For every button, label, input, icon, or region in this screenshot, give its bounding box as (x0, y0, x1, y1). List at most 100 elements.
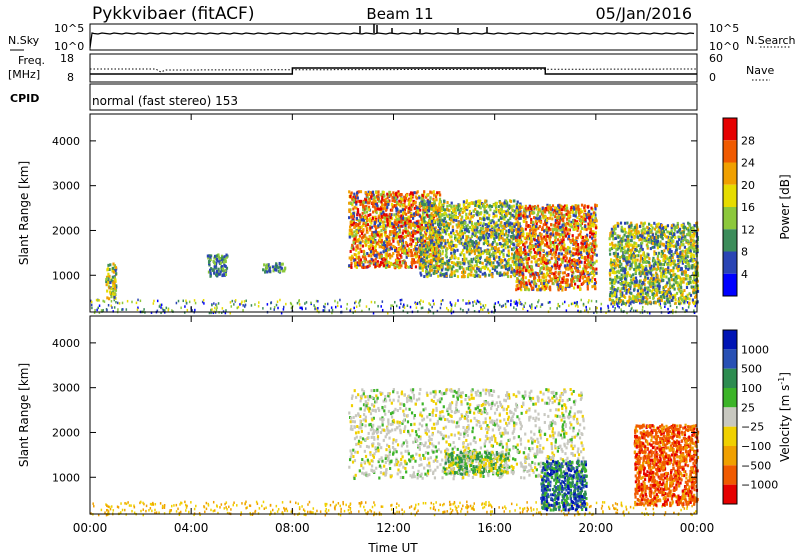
scatter-cell (535, 254, 538, 258)
scatter-cell (362, 249, 365, 253)
scatter-cell (485, 209, 488, 213)
scatter-cell (106, 296, 109, 300)
scatter-cell (566, 206, 569, 210)
scatter-cell (546, 234, 549, 238)
scatter-cell (445, 272, 448, 276)
near-range-cell (634, 309, 637, 313)
scatter-cell (546, 205, 549, 209)
scatter-cell (437, 223, 440, 227)
scatter-cell (502, 248, 505, 252)
near-range-cell (346, 302, 349, 306)
near-range-cell (90, 303, 93, 307)
near-range-cell (625, 303, 627, 307)
scatter-cell (532, 277, 536, 281)
scatter-cell (484, 227, 487, 231)
scatter-cell (114, 278, 117, 282)
nave-tick-bottom: 0 (709, 71, 716, 84)
near-range-cell (643, 300, 646, 304)
scatter-cell (504, 246, 507, 250)
scatter-cell (595, 244, 598, 248)
scatter-cell (583, 207, 586, 211)
scatter-cell (433, 250, 437, 254)
scatter-cell (418, 263, 422, 267)
scatter-cell (558, 221, 561, 225)
near-range-cell (117, 308, 119, 311)
scatter-cell (428, 214, 431, 218)
scatter-cell (541, 275, 544, 279)
scatter-cell (594, 240, 597, 244)
scatter-cell (503, 258, 507, 262)
scatter-cell (466, 244, 469, 248)
scatter-cell (417, 219, 420, 223)
scatter-cell (207, 270, 211, 274)
scatter-cell (430, 244, 433, 248)
scatter-cell (395, 258, 398, 262)
scatter-cell (420, 245, 423, 249)
scatter-cell (407, 198, 410, 202)
scatter-cell (557, 238, 560, 242)
scatter-cell (419, 215, 423, 219)
scatter-cell (574, 275, 577, 279)
scatter-cell (522, 262, 525, 266)
scatter-cell (503, 222, 506, 226)
scatter-cell (484, 223, 487, 227)
scatter-cell (578, 284, 581, 288)
scatter-cell (541, 226, 544, 230)
scatter-cell (543, 261, 547, 265)
scatter-cell (395, 200, 398, 204)
scatter-cell (413, 191, 416, 195)
scatter-cell (438, 191, 441, 195)
scatter-cell (359, 190, 363, 194)
scatter-cell (379, 220, 382, 224)
near-range-cell (587, 301, 590, 304)
scatter-cell (475, 270, 478, 274)
scatter-cell (496, 271, 499, 275)
scatter-cell (430, 212, 433, 216)
scatter-cell (364, 216, 367, 220)
scatter-cell (439, 273, 442, 277)
scatter-cell (546, 283, 549, 287)
scatter-cell (455, 218, 458, 222)
scatter-cell (486, 256, 489, 260)
scatter-cell (476, 204, 479, 208)
scatter-cell (402, 221, 405, 225)
near-range-cell (510, 299, 512, 303)
near-range-cell (677, 300, 679, 303)
scatter-cell (400, 220, 403, 224)
scatter-cell (107, 297, 111, 301)
scatter-cell (450, 267, 454, 271)
scatter-cell (437, 244, 441, 248)
scatter-cell (493, 237, 496, 241)
scatter-cell (554, 238, 557, 242)
scatter-cell (444, 254, 447, 258)
scatter-cell (422, 219, 425, 223)
scatter-cell (564, 223, 567, 227)
scatter-cell (523, 245, 526, 249)
scatter-cell (494, 247, 497, 251)
scatter-cell (380, 228, 383, 232)
scatter-cell (488, 251, 491, 255)
scatter-cell (590, 230, 593, 234)
scatter-cell (469, 264, 472, 268)
scatter-cell (593, 261, 596, 265)
scatter-cell (513, 225, 516, 229)
scatter-cell (357, 199, 360, 203)
scatter-cell (385, 246, 388, 250)
scatter-cell (473, 257, 477, 261)
scatter-cell (532, 248, 536, 252)
scatter-cell (476, 220, 480, 224)
scatter-cell (554, 206, 557, 210)
scatter-cell (535, 243, 539, 247)
scatter-cell (561, 280, 564, 284)
scatter-cell (432, 205, 435, 209)
scatter-cell (361, 244, 365, 248)
scatter-cell (509, 235, 513, 239)
scatter-cell (348, 264, 351, 268)
scatter-cell (529, 228, 532, 232)
scatter-cell (110, 287, 113, 291)
scatter-cell (465, 257, 468, 261)
scatter-cell (401, 249, 404, 253)
scatter-cell (209, 274, 212, 278)
scatter-cell (433, 255, 436, 259)
scatter-cell (383, 216, 386, 220)
